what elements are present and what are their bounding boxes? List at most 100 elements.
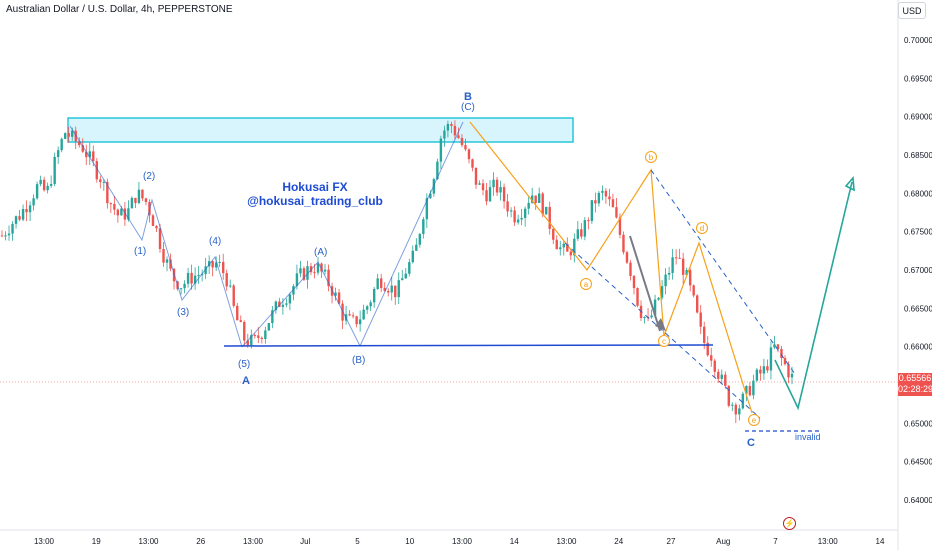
price-tick-label: 0.69500 <box>904 74 932 83</box>
candle-body <box>299 268 302 274</box>
candle-body <box>394 285 397 298</box>
candle-body <box>288 294 292 304</box>
candle-body <box>460 137 464 146</box>
candle-body <box>752 380 755 396</box>
candle-body <box>671 257 674 273</box>
time-tick-label: 13:00 <box>452 537 473 546</box>
candle-body <box>281 304 285 307</box>
candle-body <box>429 193 432 199</box>
candle-body <box>295 273 299 287</box>
candle-body <box>745 385 748 394</box>
price-tick-label: 0.64000 <box>904 496 932 505</box>
correction-wave-line <box>241 121 464 348</box>
candle-body <box>155 225 158 229</box>
candle-body <box>197 274 200 276</box>
candle-body <box>780 349 783 358</box>
candle-body <box>380 278 383 288</box>
candle-body <box>608 196 611 200</box>
candle-body <box>116 209 120 216</box>
candle-body <box>390 285 393 293</box>
candle-body <box>225 273 228 287</box>
candle-body <box>492 179 495 188</box>
candle-body <box>720 374 723 379</box>
wave-label-d: d <box>696 222 708 234</box>
candle-body <box>418 234 422 245</box>
candle-body <box>769 347 773 371</box>
candle-body <box>35 184 39 199</box>
wave-label-a: a <box>580 278 592 290</box>
candle-body <box>741 393 745 409</box>
candle-body <box>653 299 657 316</box>
candle-body <box>99 179 102 183</box>
orange-wave-line <box>469 121 753 414</box>
candle-body <box>681 258 685 275</box>
candle-body <box>443 130 446 139</box>
impulse-wave-line <box>69 125 243 348</box>
lightning-icon[interactable]: ⚡ <box>783 517 796 530</box>
candle-body <box>376 278 379 289</box>
candle-body <box>123 208 127 220</box>
candle-body <box>703 326 706 343</box>
candle-body <box>710 355 713 361</box>
candle-body <box>734 404 738 415</box>
candle-body <box>183 283 186 289</box>
candle-body <box>552 228 555 240</box>
candle-body <box>545 206 548 215</box>
price-tick-label: 0.67000 <box>904 266 932 275</box>
candle-body <box>590 200 594 221</box>
candle-body <box>42 179 46 191</box>
candle-body <box>583 220 587 237</box>
candle-body <box>485 190 488 202</box>
wave-label-subB: (B) <box>352 355 366 366</box>
price-axis[interactable]: 0.70000 0.69500 0.69000 0.68500 0.68000 0.675… <box>897 0 932 550</box>
candle-body <box>759 369 762 374</box>
candle-body <box>397 280 400 298</box>
candle-body <box>629 262 632 276</box>
candle-body <box>372 288 376 303</box>
candle-body <box>113 203 116 210</box>
time-tick-label: 19 <box>92 537 101 546</box>
candle-body <box>292 286 295 295</box>
candle-body <box>18 216 21 220</box>
candle-body <box>271 310 274 324</box>
candle-body <box>404 273 407 279</box>
candle-body <box>576 229 580 239</box>
candle-body <box>488 187 492 202</box>
candle-body <box>320 263 323 272</box>
price-tick-label: 0.68500 <box>904 151 932 160</box>
candle-body <box>569 251 572 256</box>
candle-body <box>580 229 583 237</box>
candle-body <box>211 261 214 268</box>
candle-body <box>453 125 457 136</box>
price-tick-label: 0.64500 <box>904 458 932 467</box>
candle-body <box>688 270 692 286</box>
candle-body <box>520 217 523 220</box>
watermark-handle: @hokusai_trading_club <box>247 194 383 208</box>
candle-body <box>387 290 390 293</box>
candle-body <box>204 266 207 275</box>
candle-body <box>88 151 91 158</box>
wave-label-subC: (C) <box>461 102 475 113</box>
candle-body <box>165 259 169 263</box>
candle-body <box>60 138 63 151</box>
candle-body <box>548 206 551 229</box>
watermark-name: Hokusai FX <box>282 180 348 194</box>
candle-body <box>306 266 309 280</box>
candle-body <box>411 250 414 263</box>
candle-body <box>158 228 162 249</box>
candle-body <box>408 262 411 274</box>
candle-body <box>415 244 418 251</box>
candle-body <box>64 133 67 139</box>
currency-button[interactable]: USD <box>898 2 926 19</box>
time-tick-label: 13:00 <box>138 537 159 546</box>
candle-body <box>85 151 88 158</box>
time-axis[interactable]: 13:00 19 13:00 26 13:00 Jul 5 10 13:00 14 13:00 24 2… <box>0 529 898 546</box>
drop-arrow <box>629 235 661 332</box>
candle-body <box>625 252 629 263</box>
candle-body <box>264 330 267 339</box>
candle-body <box>622 234 625 253</box>
candle-body <box>106 181 109 204</box>
candle-body <box>643 316 646 318</box>
candle-body <box>597 192 601 204</box>
